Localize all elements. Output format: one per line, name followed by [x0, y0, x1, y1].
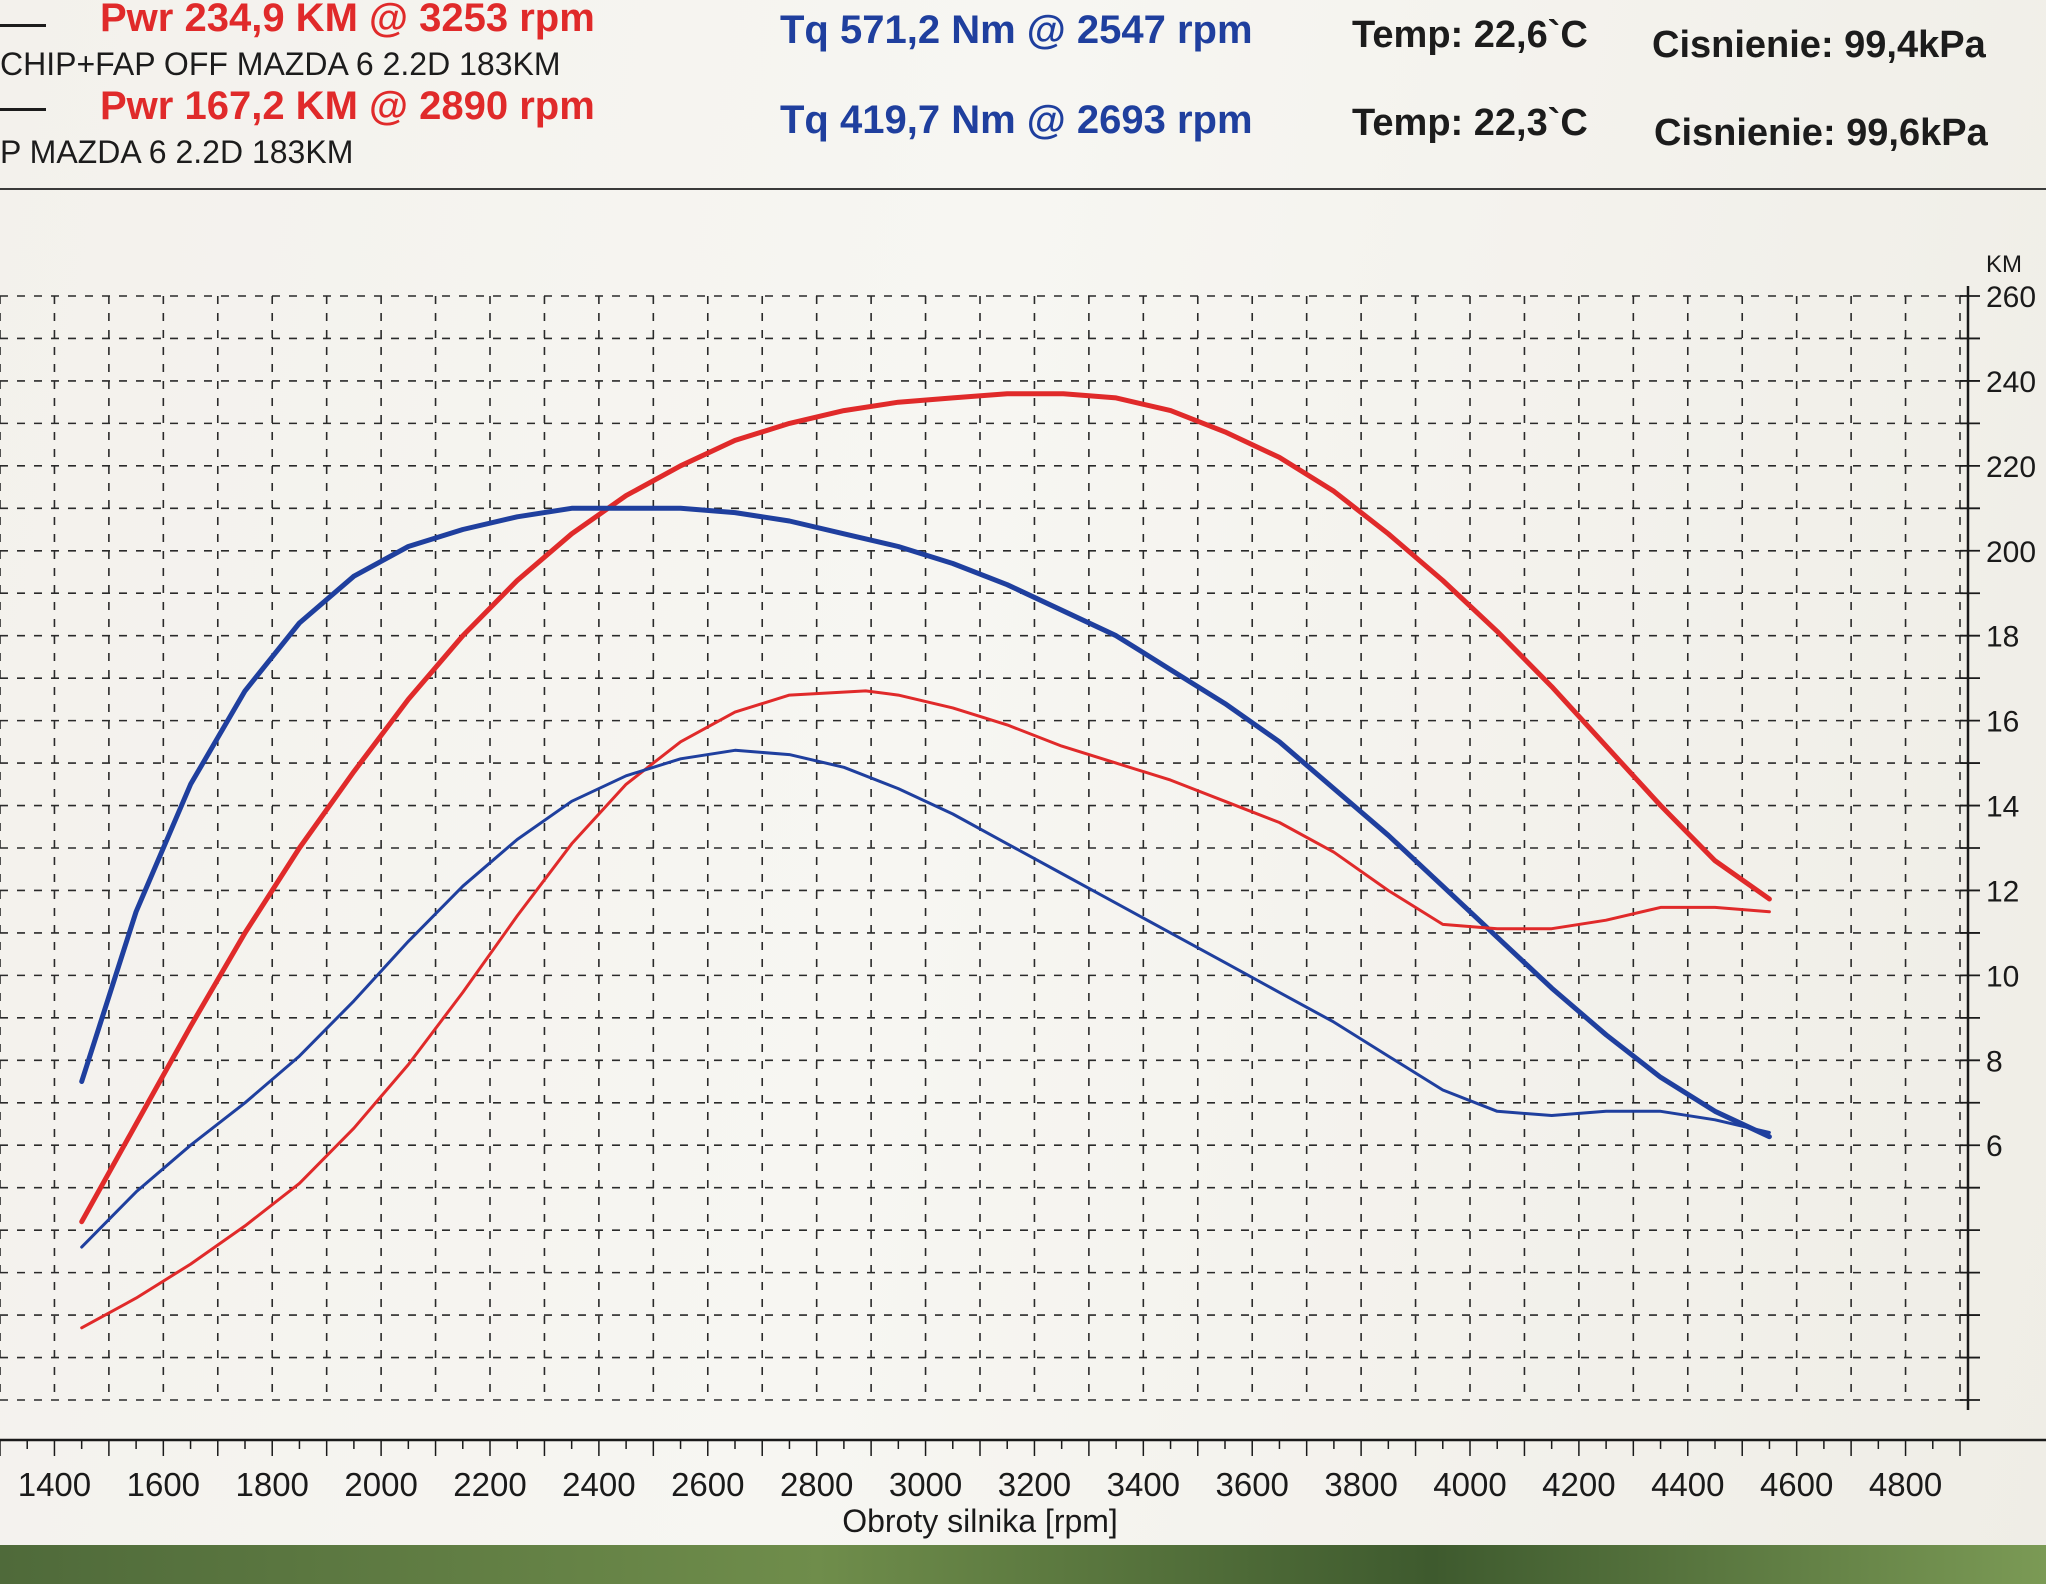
background-foliage — [0, 1545, 2046, 1584]
y-tick-label: 14 — [1986, 791, 2019, 824]
x-tick-label: 2000 — [344, 1466, 417, 1503]
axes — [0, 286, 2046, 1456]
x-tick-label: 3800 — [1324, 1466, 1397, 1503]
x-axis-label: Obroty silnika [rpm] — [842, 1503, 1118, 1539]
y-tick-label: 6 — [1986, 1130, 2003, 1163]
y-tick-label: 10 — [1986, 960, 2019, 993]
y-tick-label: 8 — [1986, 1045, 2003, 1078]
run2-description: P MAZDA 6 2.2D 183KM — [0, 134, 354, 170]
x-tick-label: 4000 — [1433, 1466, 1506, 1503]
run2-temp: Temp: 22,3`C — [1352, 102, 1588, 144]
series-line-3 — [80, 689, 1771, 1330]
x-tick-label: 4600 — [1760, 1466, 1833, 1503]
series — [79, 391, 1772, 1330]
x-tick-label: 3600 — [1216, 1466, 1289, 1503]
x-tick-label: 2200 — [453, 1466, 526, 1503]
y-tick-label: 16 — [1986, 706, 2019, 739]
run2-torque: Tq 419,7 Nm @ 2693 rpm — [780, 98, 1253, 142]
dyno-chart: 1400 1600 1800 2000 2200 2400 2600 2800 3000 3200… — [0, 251, 2046, 1539]
y-tick-label: 260 — [1986, 281, 2036, 314]
x-tick-label: 1800 — [236, 1466, 309, 1503]
run2-power: Pwr 167,2 KM @ 2890 rpm — [100, 84, 595, 128]
run1-torque: Tq 571,2 Nm @ 2547 rpm — [780, 8, 1253, 52]
x-tick-label: 2800 — [780, 1466, 853, 1503]
x-tick-label: 1600 — [127, 1466, 200, 1503]
run1-line-marker — [0, 24, 46, 27]
grid — [0, 295, 1968, 1401]
x-tick-label: 3400 — [1107, 1466, 1180, 1503]
series-line-1 — [79, 391, 1772, 1225]
x-tick-label: 2400 — [562, 1466, 635, 1503]
x-tick-label: 3200 — [998, 1466, 1071, 1503]
x-tick-label: 1400 — [18, 1466, 91, 1503]
x-tick-label: 2600 — [671, 1466, 744, 1503]
run1-pressure: Cisnienie: 99,4kPa — [1652, 24, 1986, 66]
y-tick-label: 12 — [1986, 875, 2019, 908]
header-divider — [0, 188, 2046, 190]
y-tick-label: 220 — [1986, 451, 2036, 484]
x-tick-label: 4400 — [1651, 1466, 1724, 1503]
run1-power: Pwr 234,9 KM @ 3253 rpm — [100, 0, 595, 40]
y-tick-label: 18 — [1986, 621, 2019, 654]
x-tick-label: 4800 — [1869, 1466, 1942, 1503]
y-tick-label: 200 — [1986, 536, 2036, 569]
run2-line-marker — [0, 108, 46, 111]
run2-pressure: Cisnienie: 99,6kPa — [1654, 112, 1988, 154]
run1-description: CHIP+FAP OFF MAZDA 6 2.2D 183KM — [0, 46, 561, 82]
x-tick-label: 3000 — [889, 1466, 962, 1503]
tick-labels: 1400 1600 1800 2000 2200 2400 2600 2800 3000 3200… — [18, 251, 2036, 1539]
y-tick-label: 240 — [1986, 366, 2036, 399]
series-line-4 — [80, 748, 1771, 1249]
run1-temp: Temp: 22,6`C — [1352, 14, 1588, 56]
x-tick-label: 4200 — [1542, 1466, 1615, 1503]
y-axis-label: KM — [1986, 251, 2022, 278]
